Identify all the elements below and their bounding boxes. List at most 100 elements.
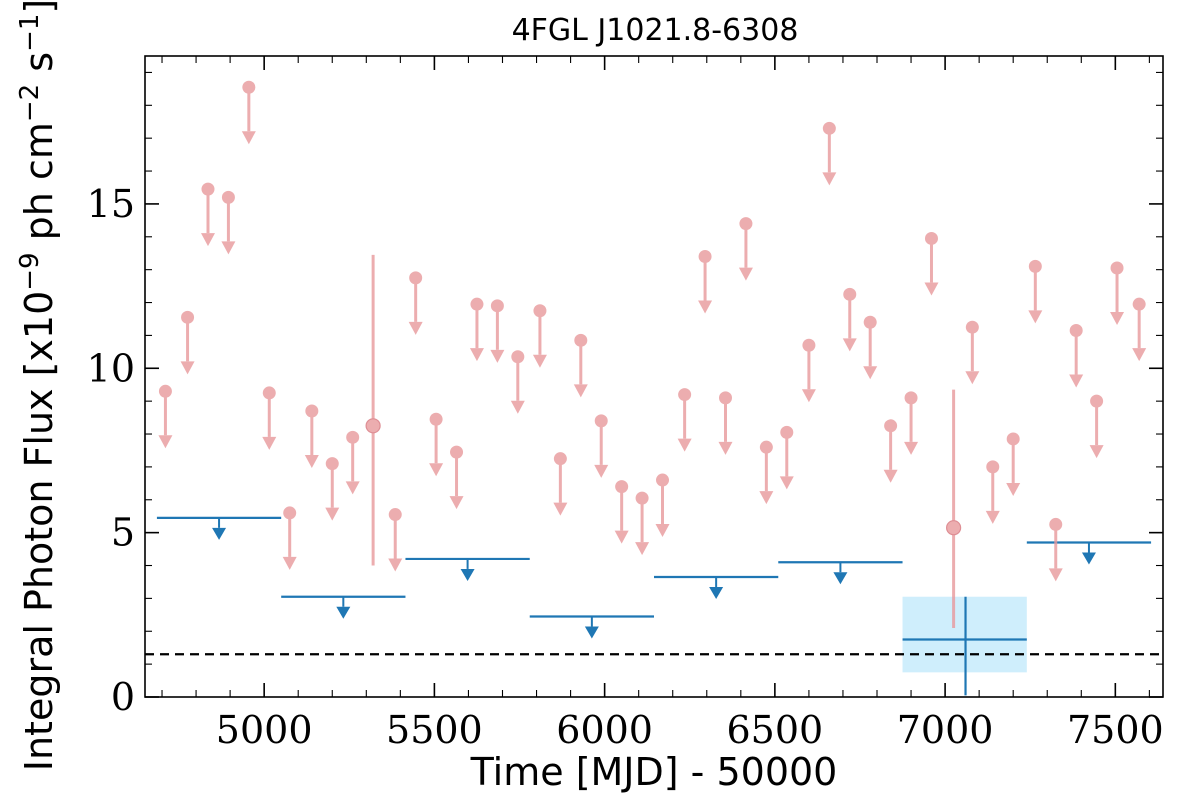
monthly-ul-arrow [429,463,444,477]
axis-ticks: 5000 5500 6000 6500 7000 7500 0 5 10 15 [87,56,1164,752]
monthly-ul-point [1006,432,1021,496]
monthly-ul-arrow [200,233,215,247]
monthly-ul-marker [822,121,836,135]
monthly-ul-point [429,412,444,477]
monthly-ul-arrow [801,389,816,403]
monthly-ul-arrow [635,542,650,556]
monthly-ul-arrow [863,366,878,380]
monthly-ul-arrow [738,267,753,281]
monthly-ul-marker [305,404,319,418]
monthly-ul-marker [780,425,794,439]
monthly-ul-point [200,182,215,247]
chart-title: 4FGL J1021.8-6308 [512,13,799,48]
monthly-ul-marker [802,338,816,352]
monthly-ul-arrow [1069,374,1084,388]
monthly-ul-marker [470,297,484,311]
x-tick-label: 5500 [386,708,483,752]
monthly-ul-marker [656,473,670,487]
monthly-ul-marker [884,419,898,433]
monthly-ul-marker [201,182,215,196]
monthly-ul-marker [388,508,402,522]
monthly-ul-arrow [842,338,857,352]
monthly-ul-arrow [510,400,525,414]
monthly-ul-point [779,425,794,490]
monthly-detection-point [365,254,381,566]
monthly-ul-arrow [718,441,733,455]
monthly-ul-point [158,384,173,449]
yearly-ul-arrow [709,587,724,600]
monthly-ul-arrow [594,464,609,478]
monthly-ul-arrow [677,438,692,452]
yearly-ul-arrow [833,572,848,585]
monthly-ul-point [801,338,816,403]
monthly-ul-arrow [221,241,236,255]
monthly-ul-point [759,440,774,505]
monthly-ul-point [965,320,980,385]
monthly-ul-point [510,350,525,414]
monthly-ul-arrow [1006,482,1021,496]
monthly-ul-marker [1006,432,1020,446]
monthly-ul-arrow [469,348,484,362]
monthly-ul-marker [511,350,525,364]
monthly-ul-arrow [1048,568,1063,582]
monthly-ul-point [241,80,256,145]
yearly-ul-arrow [460,568,475,581]
monthly-ul-point [718,391,733,455]
monthly-ul-marker [739,217,753,231]
y-tick-label: 0 [111,675,135,719]
monthly-ul-point [325,457,340,521]
monthly-ul-point [822,121,837,186]
monthly-ul-point [635,491,650,556]
monthly-ul-point [1069,323,1084,388]
monthly-ul-marker [615,480,629,494]
monthly-ul-point [655,473,670,538]
monthly-ul-marker [1132,297,1146,311]
monthly-ul-marker [158,384,172,398]
monthly-ul-point [221,190,236,255]
monthly-ul-arrow [1132,348,1147,362]
yearly-ul-arrow [212,527,227,540]
yearly-ul-arrow [584,626,599,639]
plot-area [145,80,1163,696]
monthly-ul-marker [533,304,547,318]
monthly-ul-point [282,506,297,570]
y-axis-label-mid: ph cm [17,122,61,252]
y-tick-label: 15 [87,182,135,226]
y-axis-label-mid2: s [17,52,61,84]
monthly-ul-arrow [822,172,837,186]
x-tick-label: 7000 [897,708,994,752]
monthly-ul-arrow [158,435,173,449]
monthly-ul-marker [242,80,256,94]
monthly-ul-marker [262,386,276,400]
monthly-ul-arrow [304,455,319,469]
monthly-ul-point [904,391,919,455]
monthly-ul-arrow [965,371,980,385]
plot-frame [144,55,1164,698]
monthly-ul-arrow [449,496,464,510]
monthly-ul-arrow [388,558,403,572]
monthly-ul-arrow [1089,445,1104,459]
monthly-ul-marker [904,391,918,405]
monthly-ul-marker [718,391,732,405]
monthly-ul-marker [283,506,297,520]
monthly-ul-marker [759,440,773,454]
monthly-ul-arrow [985,510,1000,524]
monthly-ul-arrow [883,469,898,483]
monthly-ul-marker [863,315,877,329]
monthly-ul-arrow [532,354,547,368]
monthly-ul-point [1132,297,1147,362]
monthly-ul-marker [1049,517,1063,531]
monthly-detection-marker [365,418,381,434]
x-axis-label: Time [MJD] - 50000 [470,750,838,794]
y-axis-label: Integral Photon Flux [x10−9 ph cm−2 s−1] [15,0,61,771]
monthly-ul-point [985,460,1000,524]
monthly-ul-marker [965,320,979,334]
monthly-ul-point [532,304,547,368]
monthly-detection-marker [946,520,962,536]
monthly-ul-arrow [282,556,297,570]
yearly-ul-arrow [336,606,351,619]
monthly-ul-marker [1090,394,1104,408]
monthly-ul-arrow [655,524,670,538]
monthly-ul-point [883,419,898,483]
